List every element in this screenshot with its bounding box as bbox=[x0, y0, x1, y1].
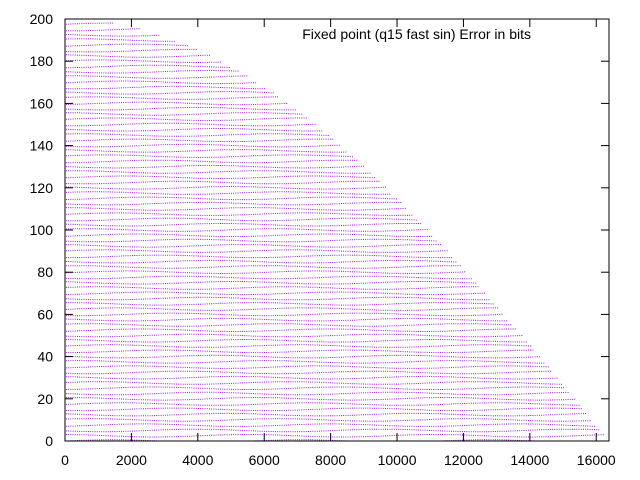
y-tick-label: 0 bbox=[45, 433, 53, 449]
y-tick-label: 180 bbox=[30, 53, 54, 69]
y-tick-label: 200 bbox=[30, 11, 54, 27]
x-tick-label: 10000 bbox=[378, 452, 417, 468]
y-tick-label: 100 bbox=[30, 222, 54, 238]
ticks: 0 2000 4000 6000 8000 10000 12000 14000 16000 0 20… bbox=[30, 11, 616, 468]
y-tick-label: 40 bbox=[37, 349, 53, 365]
x-tick-label: 8000 bbox=[315, 452, 346, 468]
y-tick-label: 140 bbox=[30, 138, 54, 154]
legend-label: Fixed point (q15 fast sin) Error in bits bbox=[302, 26, 531, 42]
y-tick-label: 160 bbox=[30, 95, 54, 111]
y-tick-label: 60 bbox=[37, 306, 53, 322]
y-tick-label: 120 bbox=[30, 180, 54, 196]
x-tick-label: 0 bbox=[61, 452, 69, 468]
x-tick-label: 16000 bbox=[577, 452, 616, 468]
x-tick-label: 6000 bbox=[249, 452, 280, 468]
y-tick-label: 20 bbox=[37, 391, 53, 407]
y-tick-label: 80 bbox=[37, 264, 53, 280]
x-tick-label: 2000 bbox=[116, 452, 147, 468]
x-tick-label: 12000 bbox=[444, 452, 483, 468]
x-tick-label: 14000 bbox=[510, 452, 549, 468]
legend: Fixed point (q15 fast sin) Error in bits bbox=[302, 26, 531, 42]
x-tick-label: 4000 bbox=[182, 452, 213, 468]
